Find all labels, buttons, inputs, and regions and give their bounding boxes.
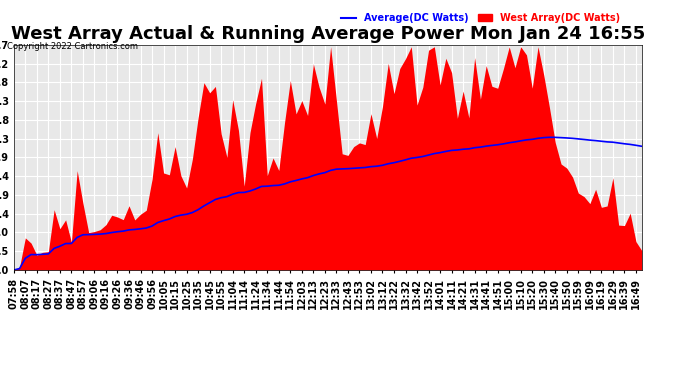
Text: Copyright 2022 Cartronics.com: Copyright 2022 Cartronics.com bbox=[7, 42, 138, 51]
Title: West Array Actual & Running Average Power Mon Jan 24 16:55: West Array Actual & Running Average Powe… bbox=[10, 26, 645, 44]
Legend: Average(DC Watts), West Array(DC Watts): Average(DC Watts), West Array(DC Watts) bbox=[337, 9, 624, 27]
